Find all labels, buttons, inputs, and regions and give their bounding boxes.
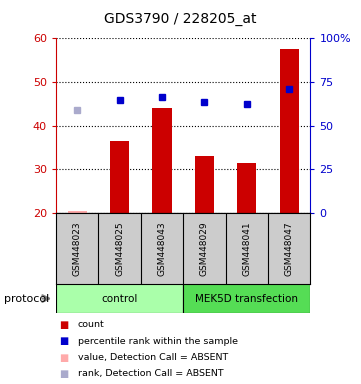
Text: ■: ■	[60, 336, 69, 346]
Bar	[56, 284, 183, 313]
Bar	[110, 141, 129, 213]
Text: GSM448025: GSM448025	[115, 221, 124, 276]
Text: GSM448043: GSM448043	[157, 221, 166, 276]
Text: count: count	[78, 321, 104, 329]
Bar	[68, 211, 87, 213]
Text: GDS3790 / 228205_at: GDS3790 / 228205_at	[104, 12, 257, 25]
Text: value, Detection Call = ABSENT: value, Detection Call = ABSENT	[78, 353, 228, 362]
Bar	[183, 284, 310, 313]
Bar	[280, 49, 299, 213]
Text: MEK5D transfection: MEK5D transfection	[195, 293, 298, 304]
Text: ■: ■	[60, 369, 69, 379]
Text: ■: ■	[60, 353, 69, 362]
Text: ■: ■	[60, 320, 69, 330]
Text: GSM448023: GSM448023	[73, 221, 82, 276]
Bar	[195, 156, 214, 213]
Text: percentile rank within the sample: percentile rank within the sample	[78, 337, 238, 346]
Text: GSM448041: GSM448041	[242, 221, 251, 276]
Text: GSM448047: GSM448047	[285, 221, 294, 276]
Bar	[152, 108, 171, 213]
Text: rank, Detection Call = ABSENT: rank, Detection Call = ABSENT	[78, 369, 223, 378]
Text: GSM448029: GSM448029	[200, 221, 209, 276]
Text: protocol: protocol	[4, 293, 49, 304]
Bar	[237, 163, 256, 213]
Text: control: control	[101, 293, 138, 304]
